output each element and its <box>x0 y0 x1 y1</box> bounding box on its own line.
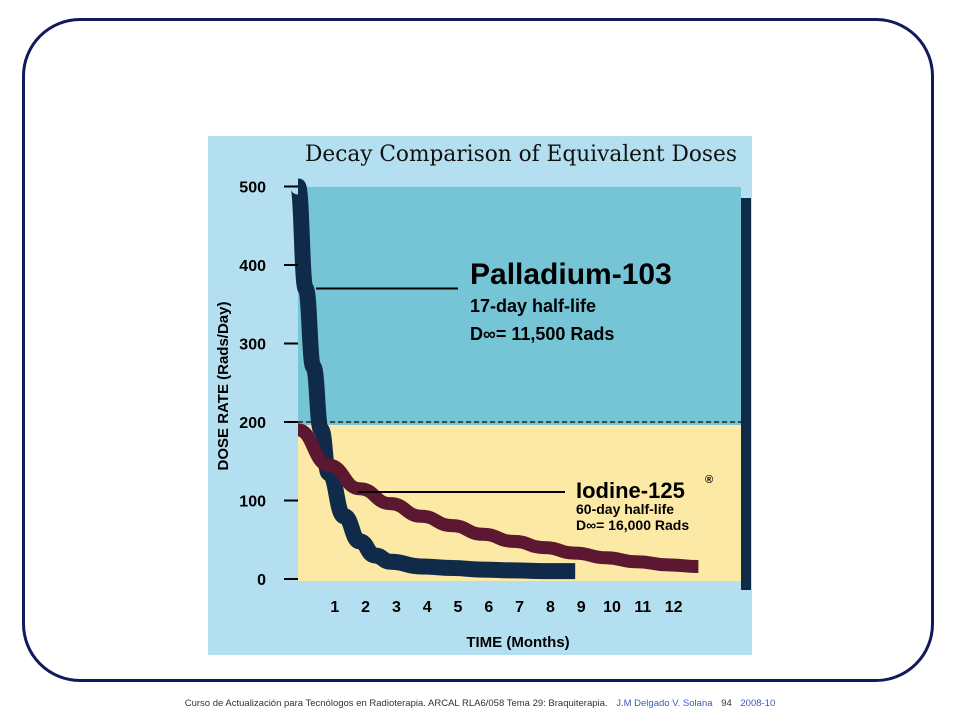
footer-date: 2008-10 <box>740 698 776 709</box>
palladium-region <box>298 187 741 425</box>
x-tick-label: 6 <box>484 599 493 616</box>
y-axis-label: DOSE RATE (Rads/Day) <box>215 302 232 471</box>
decay-chart: Palladium-103 17-day half-life D∞= 11,500 … <box>208 136 752 655</box>
iodine-registered-mark: ® <box>705 474 713 486</box>
series-line-iodine-125 <box>296 423 699 573</box>
x-tick-label: 3 <box>392 599 401 616</box>
x-tick-label: 5 <box>454 599 463 616</box>
x-tick-label: 1 <box>330 599 339 616</box>
y-tick-label: 400 <box>239 258 266 275</box>
y-tick-label: 0 <box>257 572 266 589</box>
x-tick-label: 11 <box>634 599 651 616</box>
annotations-layer: Palladium-103 17-day half-life D∞= 11,500 … <box>316 258 713 533</box>
y-tick-label: 300 <box>239 337 266 354</box>
series-line-palladium-103 <box>290 178 576 580</box>
palladium-label: Palladium-103 <box>470 258 672 291</box>
footer-course: Curso de Actualización para Tecnólogos e… <box>184 698 608 709</box>
footer-page-number: 94 <box>721 698 732 709</box>
x-tick-label: 8 <box>546 599 555 616</box>
slide-footer: Curso de Actualización para Tecnólogos e… <box>0 698 960 709</box>
x-tick-label: 4 <box>423 599 432 616</box>
x-tick-label: 7 <box>515 599 524 616</box>
iodine-half-life: 60-day half-life <box>576 501 674 517</box>
y-tick-label: 500 <box>239 180 266 197</box>
curves-layer <box>290 178 699 580</box>
chart-title: Decay Comparison of Equivalent Doses <box>305 142 737 167</box>
footer-author: J.M Delgado V. Solana <box>616 698 713 709</box>
palladium-half-life: 17-day half-life <box>470 296 596 316</box>
x-tick-label: 10 <box>603 599 621 616</box>
x-tick-label: 9 <box>577 599 586 616</box>
y-tick-label: 200 <box>239 415 266 432</box>
iodine-label: Iodine-125 <box>576 478 685 503</box>
decay-chart-svg: Palladium-103 17-day half-life D∞= 11,500 … <box>215 142 751 651</box>
iodine-total-dose: D∞= 16,000 Rads <box>576 517 689 533</box>
palladium-total-dose: D∞= 11,500 Rads <box>470 324 614 344</box>
x-tick-label: 2 <box>361 599 370 616</box>
x-tick-label: 12 <box>665 599 683 616</box>
slide-frame <box>22 18 934 682</box>
x-axis-label: TIME (Months) <box>466 634 569 651</box>
plot-right-shadow <box>741 198 751 590</box>
y-tick-label: 100 <box>239 494 266 511</box>
